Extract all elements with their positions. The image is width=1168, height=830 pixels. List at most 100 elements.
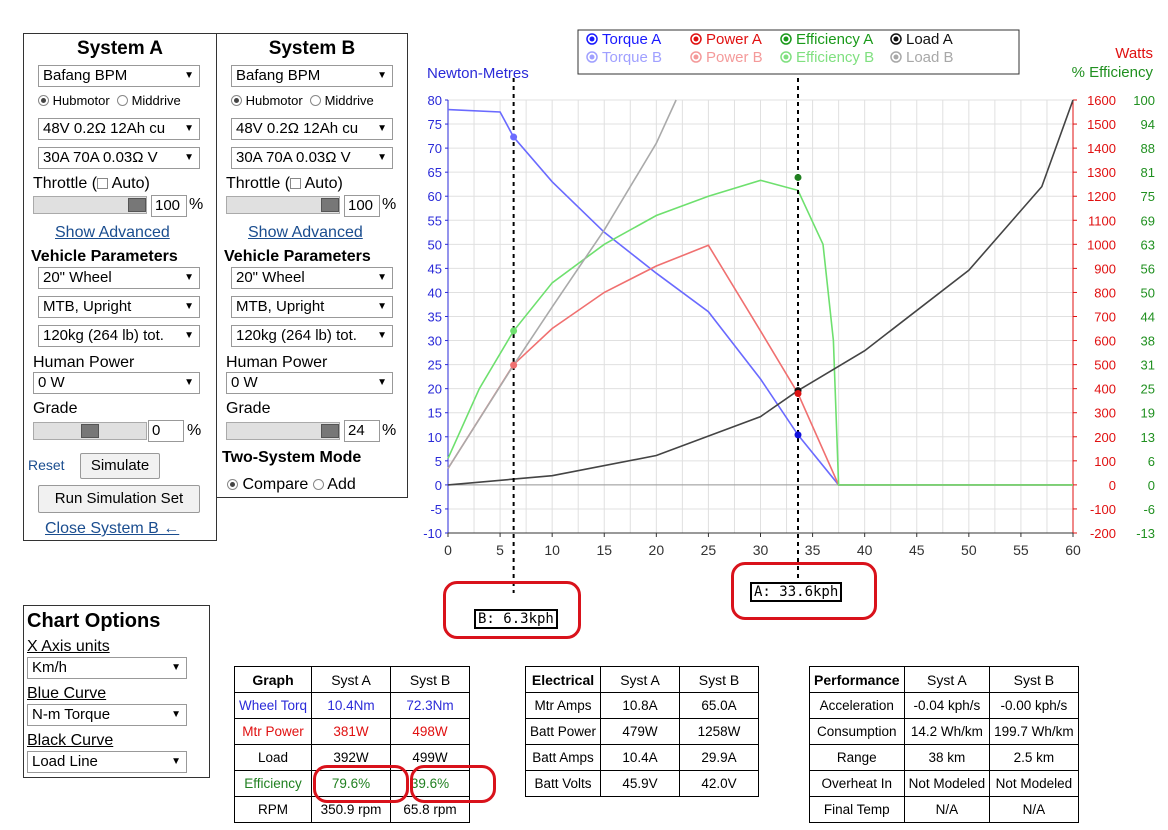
highlight-circle (410, 765, 496, 803)
hubmotor-radio-b[interactable] (231, 95, 242, 106)
hubmotor-radio-a[interactable] (38, 95, 49, 106)
riding-select-a[interactable]: MTB, Upright ▼ (38, 296, 200, 318)
percent-label: % (382, 422, 397, 439)
add-radio[interactable] (312, 479, 324, 490)
throttle-slider-a[interactable] (33, 196, 147, 214)
slider-thumb[interactable] (321, 198, 339, 212)
y-efficiency-tick-label: 75 (1141, 189, 1155, 204)
motor-select-b[interactable]: Bafang BPM ▼ (231, 65, 393, 87)
x-tick-label: 15 (596, 542, 612, 558)
show-advanced-link-a[interactable]: Show Advanced (55, 224, 170, 241)
chevron-down-icon: ▼ (184, 377, 194, 388)
grade-slider-a[interactable] (33, 422, 147, 440)
auto-checkbox-b[interactable] (290, 178, 302, 189)
auto-checkbox-a[interactable] (97, 178, 109, 189)
chart-series (447, 99, 1074, 486)
slider-thumb[interactable] (128, 198, 146, 212)
wheel-select-b[interactable]: 20" Wheel ▼ (231, 267, 393, 289)
legend-label: Torque B (602, 49, 662, 66)
y-efficiency-tick-label: 38 (1141, 334, 1155, 349)
x-tick-label: 60 (1065, 542, 1081, 558)
human-power-select-a[interactable]: 0 W ▼ (33, 372, 200, 394)
legend-marker-dot (783, 36, 789, 42)
y-efficiency-tick-label: 94 (1141, 117, 1155, 132)
chevron-down-icon: ▼ (184, 330, 194, 341)
system-a-panel: System A Bafang BPM ▼ Hubmotor Middrive 4… (23, 33, 217, 541)
middrive-radio-a[interactable] (116, 95, 128, 106)
marker-b-label[interactable]: B: 6.3kph (474, 609, 558, 629)
wheel-select-a[interactable]: 20" Wheel ▼ (38, 267, 200, 289)
simulate-button[interactable]: Simulate (80, 453, 160, 479)
battery-select-a[interactable]: 48V 0.2Ω 12Ah cu ▼ (38, 118, 200, 140)
throttle-input-b[interactable]: 100 (344, 195, 380, 217)
table-row: Batt Amps 10.4A 29.9A (524, 744, 760, 771)
y-watts-tick-label: 1600 (1087, 93, 1116, 108)
human-power-label-a: Human Power (33, 354, 135, 371)
marker-a-label[interactable]: A: 33.6kph (750, 582, 843, 602)
grade-label-a: Grade (33, 400, 78, 417)
motor-type-radios-a: Hubmotor Middrive (38, 93, 181, 108)
throttle-slider-b[interactable] (226, 196, 340, 214)
riding-select-b[interactable]: MTB, Upright ▼ (231, 296, 393, 318)
show-advanced-link-b[interactable]: Show Advanced (248, 224, 363, 241)
y-left-tick-label: -10 (423, 526, 442, 541)
close-system-b-link[interactable]: Close System B ← (45, 520, 180, 537)
vehicle-params-heading-b: Vehicle Parameters (224, 248, 371, 265)
y-efficiency-tick-label: 6 (1148, 454, 1155, 469)
y-watts-tick-label: 700 (1094, 310, 1116, 325)
y-efficiency-tick-label: 19 (1141, 406, 1155, 421)
table-row: Range 38 km 2.5 km (809, 744, 1079, 771)
performance-chart[interactable]: Torque A Power A Efficiency A Load A Torque … (418, 28, 1160, 643)
series-line-torque-a (447, 108, 1073, 486)
legend[interactable]: Torque A Power A Efficiency A Load A Torque … (586, 31, 954, 66)
legend-label: Power A (706, 31, 762, 48)
throttle-label-a: Throttle ( Auto) (33, 175, 150, 192)
table-row: Batt Volts 45.9V 42.0V (524, 770, 760, 797)
y-watts-tick-label: 1300 (1087, 165, 1116, 180)
human-power-select-b[interactable]: 0 W ▼ (226, 372, 393, 394)
chevron-down-icon: ▼ (184, 70, 194, 81)
grade-input-b[interactable]: 24 (344, 420, 380, 442)
grade-slider-b[interactable] (226, 422, 340, 440)
black-curve-select[interactable]: Load Line ▼ (27, 751, 187, 773)
table-header: Syst A (311, 666, 392, 693)
motor-select-a[interactable]: Bafang BPM ▼ (38, 65, 200, 87)
weight-select-a[interactable]: 120kg (264 lb) tot. ▼ (38, 325, 200, 347)
slider-thumb[interactable] (81, 424, 99, 438)
y-efficiency-tick-label: 50 (1141, 285, 1155, 300)
y-watts-tick-label: 200 (1094, 430, 1116, 445)
chevron-down-icon: ▼ (184, 272, 194, 283)
percent-label: % (189, 196, 204, 213)
data-point (794, 431, 802, 439)
table-cell: Batt Volts (524, 770, 602, 797)
middrive-label-b: Middrive (324, 93, 374, 108)
compare-radio[interactable] (227, 479, 238, 490)
x-axis-units-label: X Axis units (27, 638, 110, 655)
controller-select-a[interactable]: 30A 70A 0.03Ω V ▼ (38, 147, 200, 169)
legend-label: Load B (906, 49, 954, 66)
data-point (510, 327, 518, 335)
chevron-down-icon: ▼ (184, 152, 194, 163)
grade-input-a[interactable]: 0 (148, 420, 184, 442)
chart-markers[interactable] (512, 78, 799, 593)
reset-link-a[interactable]: Reset (28, 457, 65, 473)
x-tick-label: 40 (857, 542, 873, 558)
run-simulation-set-button[interactable]: Run Simulation Set (38, 485, 200, 513)
table-cell: 2.5 km (989, 744, 1079, 771)
weight-select-b[interactable]: 120kg (264 lb) tot. ▼ (231, 325, 393, 347)
table-cell: Not Modeled (903, 770, 991, 797)
controller-select-b[interactable]: 30A 70A 0.03Ω V ▼ (231, 147, 393, 169)
table-row: Mtr Power 381W 498W (233, 718, 471, 745)
chevron-down-icon: ▼ (184, 123, 194, 134)
slider-thumb[interactable] (321, 424, 339, 438)
chevron-down-icon: ▼ (377, 123, 387, 134)
x-axis-units-select[interactable]: Km/h ▼ (27, 657, 187, 679)
throttle-input-a[interactable]: 100 (151, 195, 187, 217)
compare-label: Compare (242, 476, 309, 493)
chart-options-title: Chart Options (27, 610, 161, 632)
blue-curve-select[interactable]: N-m Torque ▼ (27, 704, 187, 726)
x-tick-label: 0 (444, 542, 452, 558)
battery-select-b[interactable]: 48V 0.2Ω 12Ah cu ▼ (231, 118, 393, 140)
middrive-radio-b[interactable] (309, 95, 321, 106)
table-header: Syst B (679, 666, 760, 693)
